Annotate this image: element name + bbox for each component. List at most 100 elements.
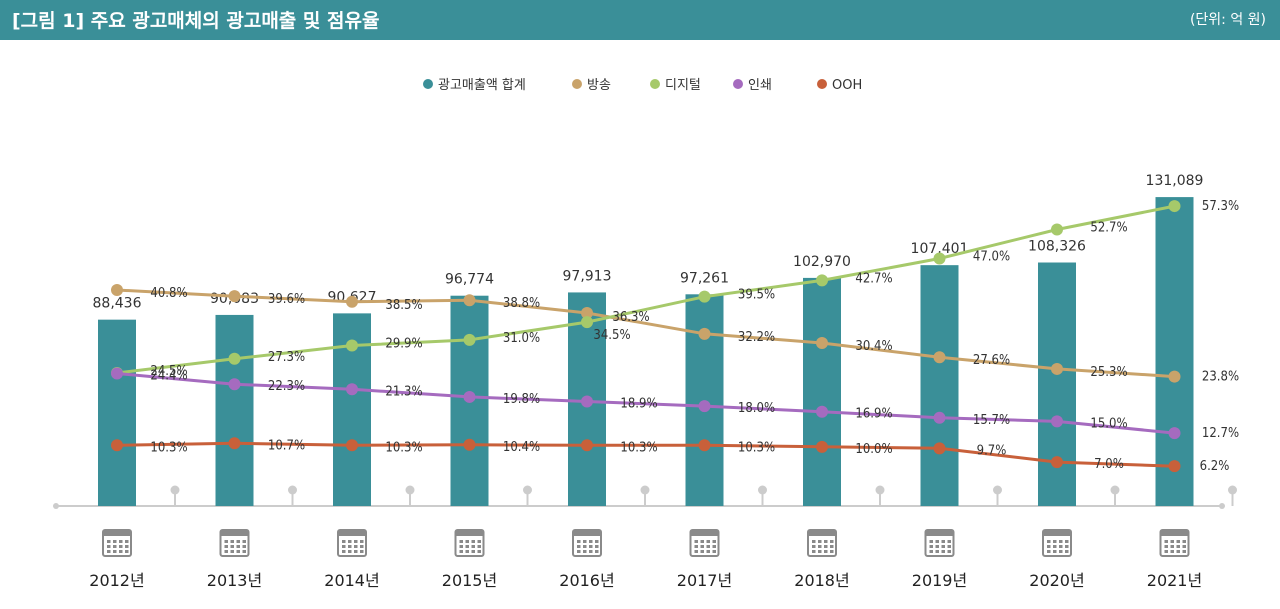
calendar-icon-cell (577, 550, 581, 553)
label-print-5: 18.0% (738, 401, 775, 416)
calendar-icon-cell (1065, 550, 1069, 553)
bar-2012년 (98, 319, 136, 506)
calendar-icon-cell (929, 545, 933, 548)
calendar-icon-cell (700, 545, 704, 548)
calendar-icon-top (103, 530, 131, 536)
bar-value-label: 97,913 (563, 268, 612, 284)
bar-value-label: 102,970 (793, 254, 851, 270)
calendar-icon-top (220, 530, 249, 536)
legend-marker-3 (733, 79, 743, 89)
calendar-icon-cell (929, 550, 933, 553)
calendar-icon-cell (354, 540, 358, 543)
bar-value-label: 108,326 (1028, 239, 1086, 255)
calendar-icon-cell (577, 540, 581, 543)
point-ooh-3 (463, 438, 476, 451)
calendar-icon-cell (935, 545, 939, 548)
series-line-ooh (116, 441, 1175, 468)
bar-value-label: 96,774 (445, 272, 494, 288)
calendar-icon-cell (935, 550, 939, 553)
calendar-icon-cell (471, 545, 475, 548)
calendar-icon-cell (119, 550, 123, 553)
calendar-icon-cell (830, 550, 834, 553)
calendar-icon-top (925, 530, 954, 536)
calendar-icon-cell (224, 545, 228, 548)
calendar-icon-cell (242, 540, 246, 543)
calendar-icon-cell (1182, 550, 1186, 553)
point-print-3 (463, 390, 476, 403)
point-print-9 (1168, 427, 1181, 440)
legend-label-4: OOH (832, 78, 862, 93)
label-digital-4: 34.5% (593, 328, 630, 343)
calendar-icon-cell (706, 540, 710, 543)
calendar-icon-cell (1170, 550, 1174, 553)
point-digital-6 (816, 274, 828, 287)
calendar-icon-cell (824, 545, 828, 548)
point-digital-7 (933, 252, 946, 265)
label-digital-8: 52.7% (1090, 220, 1127, 235)
legend-label-1: 방송 (587, 78, 611, 93)
bar-2013년 (215, 314, 254, 506)
point-ooh-9 (1168, 460, 1181, 473)
calendar-icon-cell (941, 545, 945, 548)
label-broadcast-0: 40.8% (150, 286, 187, 301)
calendar-icon-top (338, 530, 366, 536)
label-broadcast-3: 38.8% (503, 296, 540, 311)
calendar-icon-cell (1176, 540, 1180, 543)
calendar-icon-cell (947, 550, 951, 553)
calendar-icon-cell (1053, 550, 1057, 553)
label-broadcast-4: 36.3% (612, 310, 649, 325)
label-ooh-5: 10.3% (738, 440, 775, 455)
calendar-icon-cell (342, 550, 346, 553)
calendar-icon-cell (712, 550, 716, 553)
legend-marker-0 (423, 79, 433, 89)
calendar-icon-cell (589, 545, 593, 548)
calendar-icon-cell (935, 540, 939, 543)
calendar-icon-cell (236, 550, 240, 553)
axis-end-left (53, 503, 59, 509)
label-print-0: 24.4% (150, 369, 187, 384)
unit-label: (단위: 억 원) (1189, 12, 1266, 28)
calendar-icon-cell (348, 550, 352, 553)
point-print-8 (1051, 415, 1063, 428)
label-broadcast-6: 30.4% (855, 339, 892, 354)
calendar-icon-cell (125, 540, 129, 543)
point-digital-8 (1051, 223, 1063, 236)
calendar-icon-cell (342, 540, 346, 543)
series-line-broadcast (116, 288, 1175, 379)
calendar-icon-cell (941, 540, 945, 543)
calendar-icon-cell (1059, 545, 1063, 548)
point-digital-1 (228, 352, 241, 365)
calendar-icon-cell (459, 540, 463, 543)
calendar-icon-cell (477, 550, 481, 553)
calendar-icon-cell (113, 550, 117, 553)
label-digital-3: 31.0% (503, 331, 540, 346)
x-tick-label: 2012년 (89, 571, 144, 590)
calendar-icon-cell (113, 545, 117, 548)
bar-2020년 (1038, 262, 1076, 506)
calendar-icon-cell (583, 545, 587, 548)
label-digital-2: 29.9% (385, 337, 422, 352)
calendar-icon-cell (1164, 545, 1168, 548)
bar-2021년 (1155, 197, 1194, 506)
point-broadcast-7 (933, 351, 946, 364)
calendar-icon-cell (230, 550, 234, 553)
point-print-0 (111, 367, 123, 380)
x-tick-label: 2021년 (1147, 571, 1202, 590)
calendar-icon-cell (224, 550, 228, 553)
calendar-icon-cell (1182, 545, 1186, 548)
series-line-digital (116, 204, 1175, 375)
chart-title: [그림 1] 주요 광고매체의 광고매출 및 점유율 (12, 10, 380, 32)
label-broadcast-5: 32.2% (738, 330, 775, 345)
calendar-icon-top (1043, 530, 1071, 536)
calendar-icon-top (455, 530, 484, 536)
calendar-icon-cell (830, 545, 834, 548)
x-tick-label: 2018년 (794, 571, 849, 590)
point-print-4 (581, 395, 593, 408)
label-print-9: 12.7% (1202, 426, 1239, 441)
calendar-icon-cell (1059, 550, 1063, 553)
axis-pin-head (1228, 485, 1237, 495)
calendar-icon-cell (706, 550, 710, 553)
label-digital-7: 47.0% (973, 249, 1010, 264)
calendar-icon-cell (477, 545, 481, 548)
axis-pin-head (405, 485, 415, 495)
